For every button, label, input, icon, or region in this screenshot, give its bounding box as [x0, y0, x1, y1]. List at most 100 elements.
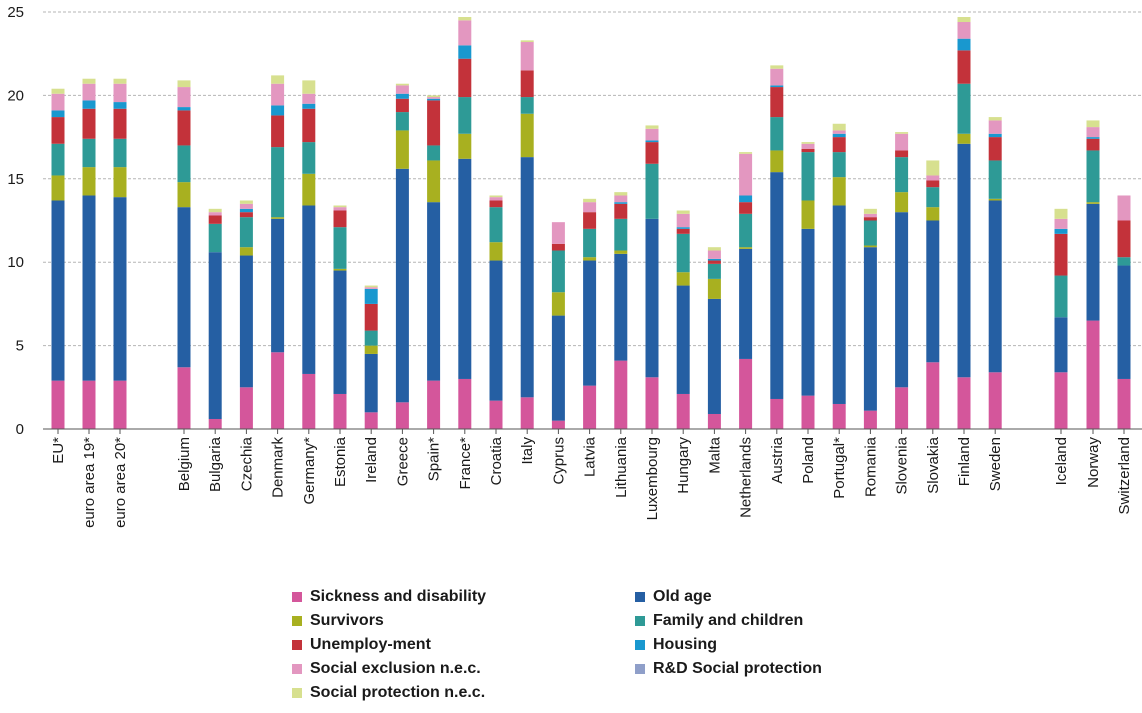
bar-segment	[957, 22, 971, 39]
bar-stack	[739, 152, 753, 429]
bar-segment	[583, 202, 597, 213]
bar-segment	[364, 345, 378, 354]
x-tick-label: Germany*	[301, 437, 318, 505]
bar-segment	[395, 85, 409, 94]
bar-segment	[82, 108, 96, 139]
bar-segment	[770, 150, 784, 173]
bar-segment	[364, 330, 378, 346]
bar-stack	[520, 40, 534, 429]
bar-segment	[614, 253, 628, 361]
bar-stack	[551, 222, 565, 429]
bar-segment	[1117, 378, 1131, 429]
bar-segment	[51, 175, 65, 201]
bar-segment	[1054, 228, 1068, 234]
bar-segment	[239, 212, 253, 218]
bar-segment	[239, 255, 253, 388]
x-tick-label: Sweden	[987, 437, 1004, 491]
bar-stack	[676, 210, 690, 429]
bar-segment	[113, 78, 127, 84]
bar-segment	[302, 142, 316, 174]
bar-segment	[1086, 202, 1100, 204]
bar-segment	[1086, 320, 1100, 429]
bar-segment	[113, 380, 127, 429]
bar-segment	[707, 258, 721, 261]
bar-segment	[1086, 150, 1100, 203]
bar-segment	[1054, 233, 1068, 276]
legend-item: Old age	[635, 588, 712, 606]
bar-segment	[583, 228, 597, 258]
bar-segment	[1054, 317, 1068, 373]
bar-segment	[395, 83, 409, 86]
legend-swatch	[292, 592, 302, 602]
bar-segment	[645, 163, 659, 219]
bar-segment	[113, 167, 127, 198]
bar-segment	[739, 247, 753, 249]
bar-segment	[895, 157, 909, 193]
bar-segment	[863, 220, 877, 246]
bars	[51, 17, 1131, 429]
bar-segment	[208, 208, 222, 213]
bar-segment	[427, 380, 441, 429]
x-tick-label: Belgium	[176, 437, 193, 491]
bar-segment	[583, 198, 597, 203]
bar-segment	[82, 380, 96, 429]
bar-segment	[113, 102, 127, 109]
bar-segment	[614, 218, 628, 251]
bar-segment	[333, 393, 347, 429]
bar-segment	[208, 212, 222, 216]
x-tick-label: France*	[457, 437, 474, 490]
x-tick-label: Croatia	[488, 436, 505, 485]
x-tick-label: Austria	[769, 436, 786, 483]
bar-segment	[895, 192, 909, 213]
bar-segment	[926, 207, 940, 221]
bar-segment	[770, 172, 784, 399]
bar-segment	[302, 80, 316, 94]
bar-segment	[113, 108, 127, 139]
bar-segment	[489, 195, 503, 198]
bar-segment	[832, 137, 846, 153]
bar-segment	[988, 198, 1002, 201]
bar-segment	[707, 247, 721, 251]
legend-label: Social protection n.e.c.	[310, 684, 486, 701]
bar-segment	[520, 97, 534, 114]
bar-stack	[645, 125, 659, 429]
bar-segment	[520, 40, 534, 43]
bar-segment	[832, 123, 846, 131]
bar-segment	[177, 80, 191, 88]
bar-segment	[614, 192, 628, 196]
bar-stack	[1086, 120, 1100, 429]
bar-segment	[988, 200, 1002, 373]
bar-segment	[863, 208, 877, 214]
bar-segment	[239, 217, 253, 248]
bar-segment	[302, 173, 316, 206]
bar-segment	[302, 108, 316, 143]
bar-segment	[926, 187, 940, 208]
bar-segment	[82, 167, 96, 196]
bar-segment	[271, 352, 285, 429]
legend-item: Unemploy-ment	[292, 636, 431, 654]
x-tick-label: Portugal*	[831, 437, 848, 499]
bar-segment	[583, 260, 597, 386]
bar-segment	[489, 207, 503, 243]
bar-segment	[82, 100, 96, 109]
bar-segment	[208, 418, 222, 429]
bar-segment	[51, 117, 65, 144]
legend-item: R&D Social protection	[635, 660, 822, 678]
bar-segment	[489, 242, 503, 261]
bar-segment	[739, 358, 753, 429]
bar-segment	[988, 117, 1002, 121]
bar-segment	[895, 212, 909, 388]
bar-stack	[614, 192, 628, 429]
bar-segment	[988, 137, 1002, 161]
bar-segment	[957, 38, 971, 51]
bar-segment	[707, 263, 721, 279]
bar-stack	[988, 117, 1002, 429]
bar-segment	[177, 107, 191, 111]
legend-swatch	[635, 664, 645, 674]
bar-segment	[739, 202, 753, 214]
bar-segment	[1117, 257, 1131, 266]
bar-segment	[489, 200, 503, 208]
x-tick-label: Poland	[800, 437, 817, 484]
bar-segment	[832, 133, 846, 138]
stacked-bar-chart: 0 5 10 15 20 25 EU* euro area 19* euro area 20* B…	[7, 4, 1142, 528]
